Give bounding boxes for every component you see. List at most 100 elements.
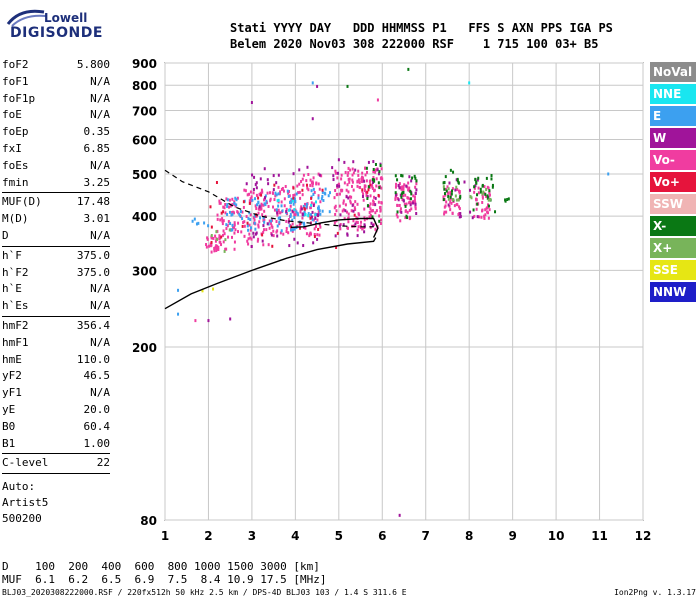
echo-point: [351, 180, 354, 184]
echo-point: [372, 189, 375, 193]
echo-point: [443, 212, 446, 216]
echo-point: [458, 205, 461, 209]
echo-point: [504, 198, 507, 202]
echo-point: [219, 218, 222, 222]
echo-point: [378, 206, 381, 210]
echo-point: [231, 203, 234, 207]
echo-point: [276, 234, 279, 238]
param-row: yE 20.0: [2, 402, 110, 419]
echo-point: [371, 178, 374, 182]
echo-point: [451, 189, 454, 193]
echo-point: [313, 190, 316, 194]
echo-point: [469, 210, 472, 214]
echo-point: [255, 181, 258, 185]
echo-point: [311, 81, 314, 85]
echo-point: [449, 208, 452, 212]
echo-point: [216, 238, 219, 242]
echo-point: [491, 183, 494, 187]
echo-point: [364, 173, 367, 177]
echo-point: [449, 200, 452, 204]
echo-point: [231, 210, 234, 214]
echo-point: [348, 177, 351, 181]
echo-point: [302, 204, 305, 208]
echo-point: [296, 184, 299, 188]
echo-point: [257, 207, 260, 211]
echo-point: [249, 236, 252, 240]
echo-point: [324, 187, 327, 191]
echo-point: [413, 174, 416, 178]
echo-point: [225, 197, 228, 201]
echo-point: [302, 183, 305, 187]
echo-point: [348, 180, 351, 184]
echo-point: [311, 210, 314, 214]
echo-point: [334, 169, 337, 173]
logo-line1: Lowell: [44, 11, 88, 25]
y-tick-label: 500: [132, 168, 157, 182]
echo-point: [449, 194, 452, 198]
echo-point: [316, 218, 319, 222]
lowell-digisonde-logo: Lowell DIGISONDE: [4, 6, 114, 46]
param-label: hmF1: [2, 335, 29, 349]
echo-point: [177, 288, 180, 292]
echo-point: [411, 176, 414, 180]
echo-point: [291, 218, 294, 222]
y-tick-label: 80: [140, 514, 157, 528]
echo-point: [272, 234, 275, 238]
echo-point: [210, 234, 213, 238]
echo-point: [218, 201, 221, 205]
echo-point: [371, 181, 374, 185]
echo-point: [233, 247, 236, 251]
echo-point: [336, 231, 339, 235]
echo-point: [469, 195, 472, 199]
echo-point: [287, 194, 290, 198]
echo-point: [231, 197, 234, 201]
echo-point: [354, 200, 357, 204]
echo-point: [406, 216, 409, 220]
echo-point: [303, 207, 306, 211]
param-label: hmE: [2, 352, 22, 366]
param-row: MUF(D) 17.48: [2, 194, 110, 211]
echo-point: [222, 240, 225, 244]
echo-point: [444, 204, 447, 208]
echo-point: [259, 191, 262, 195]
echo-point: [347, 190, 350, 194]
echo-point: [300, 205, 303, 209]
echo-point: [341, 209, 344, 213]
echo-point: [302, 226, 305, 230]
echo-point: [328, 210, 331, 214]
y-tick-label: 700: [132, 104, 157, 118]
echo-point: [337, 158, 340, 162]
echo-point: [412, 194, 415, 198]
param-row: B0 60.4: [2, 419, 110, 436]
param-row: foF1p N/A: [2, 91, 110, 108]
echo-point: [442, 185, 445, 189]
echo-point: [357, 178, 360, 182]
echo-point: [415, 188, 418, 192]
param-value: 0.35: [83, 125, 111, 139]
echo-point: [253, 214, 256, 218]
echo-point: [372, 176, 375, 180]
echo-point: [367, 188, 370, 192]
echo-point: [303, 223, 306, 227]
echo-point: [333, 206, 336, 210]
echo-point: [275, 181, 278, 185]
x-tick-label: 9: [508, 529, 516, 543]
param-separator: [2, 315, 110, 317]
echo-point: [233, 211, 236, 215]
echo-point: [377, 172, 380, 176]
echo-point: [336, 176, 339, 180]
echo-point: [316, 213, 319, 217]
param-label: MUF(D): [2, 195, 42, 209]
echo-point: [219, 201, 222, 205]
echo-point: [401, 174, 404, 178]
echo-point: [250, 244, 253, 248]
echo-point: [488, 191, 491, 195]
echo-point: [406, 196, 409, 200]
param-separator: [2, 245, 110, 247]
param-row: hmF2 356.4: [2, 318, 110, 335]
echo-point: [342, 201, 345, 205]
echo-point: [377, 193, 380, 197]
echo-point: [358, 213, 361, 217]
echo-point: [332, 178, 335, 182]
echo-point: [374, 168, 377, 172]
